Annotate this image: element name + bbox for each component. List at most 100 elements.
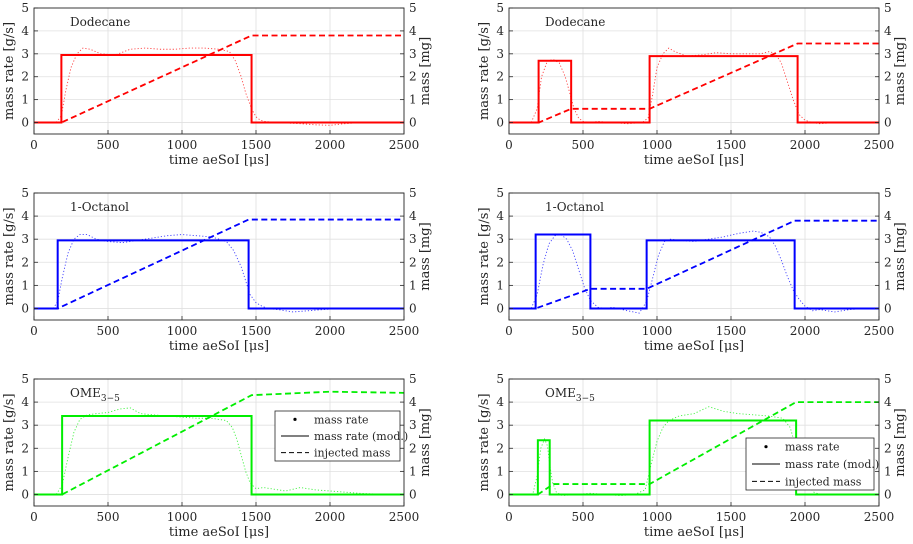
x-tick-label: 0 xyxy=(30,138,38,152)
y-tick-label: 2 xyxy=(496,255,504,269)
y-tick-label: 4 xyxy=(21,209,29,223)
x-tick-label: 1500 xyxy=(716,510,747,524)
y-tick-label: 3 xyxy=(21,232,29,246)
x-tick-label: 500 xyxy=(572,324,595,338)
y-tick-label: 0 xyxy=(21,301,29,315)
x-tick-label: 2500 xyxy=(864,510,895,524)
y-tick-label: 5 xyxy=(496,372,504,386)
x-tick-label: 1000 xyxy=(167,510,198,524)
y-right-tick-label: 1 xyxy=(409,93,417,107)
y-axis-label: mass rate [g/s] xyxy=(477,393,492,491)
x-tick-label: 500 xyxy=(572,510,595,524)
y-tick-label: 4 xyxy=(496,209,504,223)
y-axis-label: mass rate [g/s] xyxy=(477,22,492,120)
panel-title-subscript: 3−5 xyxy=(101,394,120,404)
y-tick-label: 3 xyxy=(496,232,504,246)
legend: mass rate mass rate (mod.) injected mass xyxy=(274,410,408,462)
y-right-axis-label: mass [mg] xyxy=(418,222,433,290)
panel-title: 1-Octanol xyxy=(70,200,129,214)
x-tick-label: 1000 xyxy=(167,324,198,338)
x-tick-label: 1000 xyxy=(642,510,673,524)
y-right-tick-label: 3 xyxy=(409,418,417,432)
y-tick-label: 2 xyxy=(21,255,29,269)
y-tick-label: 0 xyxy=(496,487,504,501)
panel-title: Dodecane xyxy=(70,15,130,29)
y-tick-label: 1 xyxy=(21,278,29,292)
y-right-tick-label: 5 xyxy=(409,186,417,200)
y-right-axis-label: mass [mg] xyxy=(893,222,908,290)
axes-frame xyxy=(508,192,880,321)
x-tick-label: 1000 xyxy=(642,324,673,338)
x-tick-label: 1000 xyxy=(167,138,198,152)
legend-entry-label: mass rate (mod.) xyxy=(785,458,879,471)
y-right-tick-label: 5 xyxy=(409,372,417,386)
y-right-tick-label: 2 xyxy=(884,441,892,455)
panel-title: Dodecane xyxy=(545,15,605,29)
y-tick-label: 5 xyxy=(21,186,29,200)
y-right-tick-label: 3 xyxy=(884,47,892,61)
y-right-tick-label: 3 xyxy=(884,232,892,246)
x-tick-label: 500 xyxy=(97,324,120,338)
x-tick-label: 0 xyxy=(30,510,38,524)
y-right-tick-label: 2 xyxy=(409,441,417,455)
series-mass-rate xyxy=(509,47,879,125)
y-right-tick-label: 1 xyxy=(884,464,892,478)
y-tick-label: 3 xyxy=(21,47,29,61)
y-tick-label: 2 xyxy=(21,70,29,84)
y-right-tick-label: 1 xyxy=(409,278,417,292)
x-tick-label: 0 xyxy=(30,324,38,338)
legend-entry-label: mass rate xyxy=(785,441,840,454)
y-tick-label: 5 xyxy=(21,1,29,15)
series-injected-mass xyxy=(509,219,879,310)
x-tick-label: 500 xyxy=(97,138,120,152)
y-tick-label: 2 xyxy=(496,70,504,84)
legend-entry-label: injected mass xyxy=(314,447,391,460)
x-tick-label: 2500 xyxy=(389,324,420,338)
series-injected-mass xyxy=(34,34,404,124)
y-right-tick-label: 0 xyxy=(884,116,892,130)
x-axis-label: time aeSoI [μs] xyxy=(644,525,744,540)
plot-area xyxy=(34,8,404,134)
x-axis-label: time aeSoI [μs] xyxy=(169,153,269,168)
y-right-tick-label: 1 xyxy=(884,93,892,107)
y-tick-label: 3 xyxy=(496,47,504,61)
y-right-axis-label: mass [mg] xyxy=(418,408,433,476)
y-tick-label: 0 xyxy=(21,487,29,501)
y-tick-label: 3 xyxy=(21,418,29,432)
x-axis-label: time aeSoI [μs] xyxy=(644,153,744,168)
x-tick-label: 2000 xyxy=(790,324,821,338)
x-tick-label: 1500 xyxy=(241,324,272,338)
panel-title-subscript: 3−5 xyxy=(576,394,595,404)
axes-frame xyxy=(508,378,880,507)
y-right-tick-label: 2 xyxy=(409,255,417,269)
x-tick-label: 2500 xyxy=(389,138,420,152)
y-right-tick-label: 5 xyxy=(884,1,892,15)
y-right-axis-label: mass [mg] xyxy=(893,408,908,476)
y-axis-label: mass rate [g/s] xyxy=(2,207,17,305)
x-tick-label: 500 xyxy=(572,138,595,152)
x-tick-label: 1500 xyxy=(716,324,747,338)
x-tick-label: 2000 xyxy=(315,138,346,152)
y-right-tick-label: 0 xyxy=(409,487,417,501)
y-tick-label: 0 xyxy=(496,301,504,315)
y-tick-label: 5 xyxy=(496,1,504,15)
y-right-tick-label: 2 xyxy=(884,255,892,269)
series-injected-mass xyxy=(34,218,404,310)
x-tick-label: 2500 xyxy=(864,324,895,338)
y-tick-label: 1 xyxy=(496,278,504,292)
y-right-axis-label: mass [mg] xyxy=(418,37,433,105)
plot-area xyxy=(34,193,404,320)
y-right-tick-label: 2 xyxy=(884,70,892,84)
legend-entry-label: mass rate (mod.) xyxy=(314,430,408,443)
axes-frame xyxy=(508,7,880,135)
axes-frame xyxy=(33,378,405,507)
legend-marker-dot xyxy=(293,417,297,421)
y-tick-label: 5 xyxy=(496,186,504,200)
x-tick-label: 1500 xyxy=(241,510,272,524)
y-right-tick-label: 4 xyxy=(409,395,417,409)
x-tick-label: 2500 xyxy=(864,138,895,152)
